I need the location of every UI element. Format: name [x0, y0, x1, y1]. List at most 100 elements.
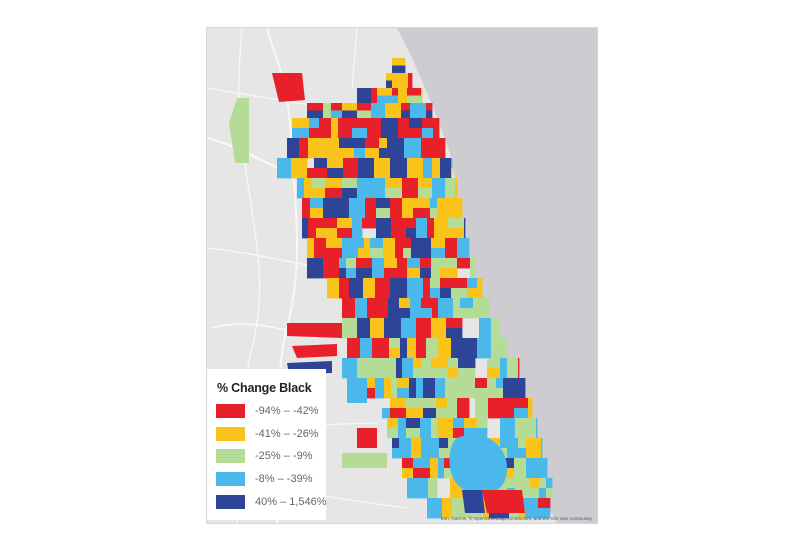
census-tract [399, 298, 411, 309]
census-tract [389, 338, 401, 349]
census-tract [392, 88, 399, 96]
tract-red-westarm-2 [292, 344, 337, 358]
census-tract [518, 438, 527, 449]
census-tract [379, 138, 388, 149]
census-tract [525, 498, 539, 519]
census-tract [451, 338, 463, 359]
census-tract [435, 378, 446, 389]
census-tract [375, 378, 385, 399]
census-tract [372, 148, 380, 159]
census-tract [420, 258, 432, 269]
census-tract [326, 248, 343, 259]
census-tract [475, 398, 489, 409]
census-tract [346, 258, 357, 269]
census-tract [391, 378, 398, 399]
census-tract [435, 388, 446, 399]
census-tract [427, 218, 435, 239]
census-tract [423, 158, 433, 179]
census-tract [507, 478, 516, 489]
census-tract [496, 378, 504, 389]
census-tract [319, 118, 332, 139]
census-tract [387, 138, 405, 159]
census-tract [457, 238, 470, 259]
census-tract [416, 328, 432, 339]
census-tract [399, 308, 411, 319]
census-tract [386, 73, 393, 81]
census-tract [381, 118, 399, 139]
census-tract [390, 398, 407, 409]
census-tract [406, 218, 417, 229]
census-tract [479, 318, 492, 339]
census-tract [390, 198, 403, 219]
census-tract [392, 58, 406, 66]
census-tract [406, 408, 424, 419]
census-tract [323, 258, 340, 279]
map-frame[interactable]: % Change Black -94% – -42% -41% – -26% -… [206, 27, 598, 524]
choropleth-map[interactable] [207, 28, 597, 523]
census-tract [514, 398, 529, 409]
census-tract [392, 65, 406, 74]
census-tract [314, 158, 328, 169]
census-tract [417, 248, 432, 259]
census-tract [397, 258, 408, 269]
census-tract [500, 418, 516, 439]
census-tract [357, 103, 372, 111]
census-tract [429, 438, 440, 459]
tract-lightblue-southeast [449, 434, 507, 494]
census-tract [540, 458, 548, 479]
census-tract [331, 103, 343, 111]
tract-green-west [229, 98, 249, 163]
census-tract [314, 168, 328, 179]
census-tract [325, 188, 343, 199]
census-tract [439, 448, 449, 459]
census-tract [384, 258, 398, 269]
census-tract [330, 218, 338, 229]
census-tract [410, 298, 422, 309]
census-tract [307, 103, 324, 111]
census-tract [431, 248, 446, 259]
census-tract [423, 408, 437, 419]
census-tract [445, 378, 462, 399]
census-tract [312, 178, 326, 189]
census-tract [448, 228, 465, 239]
census-tract [358, 248, 365, 259]
census-tract [325, 178, 343, 189]
census-tract [455, 178, 458, 199]
map-attribution: Esri, Garmin, © OpenStreetMap contributo… [440, 516, 592, 521]
census-tract [446, 318, 463, 329]
census-tract [367, 298, 376, 319]
census-tract [451, 288, 468, 299]
census-tract [477, 288, 483, 299]
census-tract [496, 478, 508, 499]
census-tract [411, 238, 418, 249]
census-tract [464, 418, 478, 429]
census-tract [418, 188, 433, 199]
census-tract [422, 358, 432, 379]
census-tract [382, 408, 391, 419]
census-tract [526, 448, 542, 459]
census-tract [462, 338, 478, 359]
census-tract [530, 418, 537, 439]
census-tract [530, 488, 540, 499]
census-tract [332, 198, 350, 219]
census-tract [515, 488, 531, 499]
census-tract [421, 88, 423, 96]
census-tract [431, 368, 449, 379]
census-tract [420, 428, 432, 439]
census-tract [526, 458, 541, 479]
census-tract [357, 110, 372, 119]
census-tract [292, 128, 310, 139]
census-tract [473, 298, 481, 319]
census-tract [299, 138, 309, 159]
census-tract [374, 158, 391, 179]
census-tract [447, 398, 458, 419]
census-tract [446, 328, 463, 339]
census-tract [375, 308, 389, 319]
census-tract [413, 358, 423, 369]
census-tract [287, 138, 300, 159]
census-tract [323, 208, 333, 219]
census-tract [440, 288, 452, 299]
census-tract [331, 118, 339, 139]
census-tract [408, 73, 413, 89]
census-tract [445, 178, 456, 199]
